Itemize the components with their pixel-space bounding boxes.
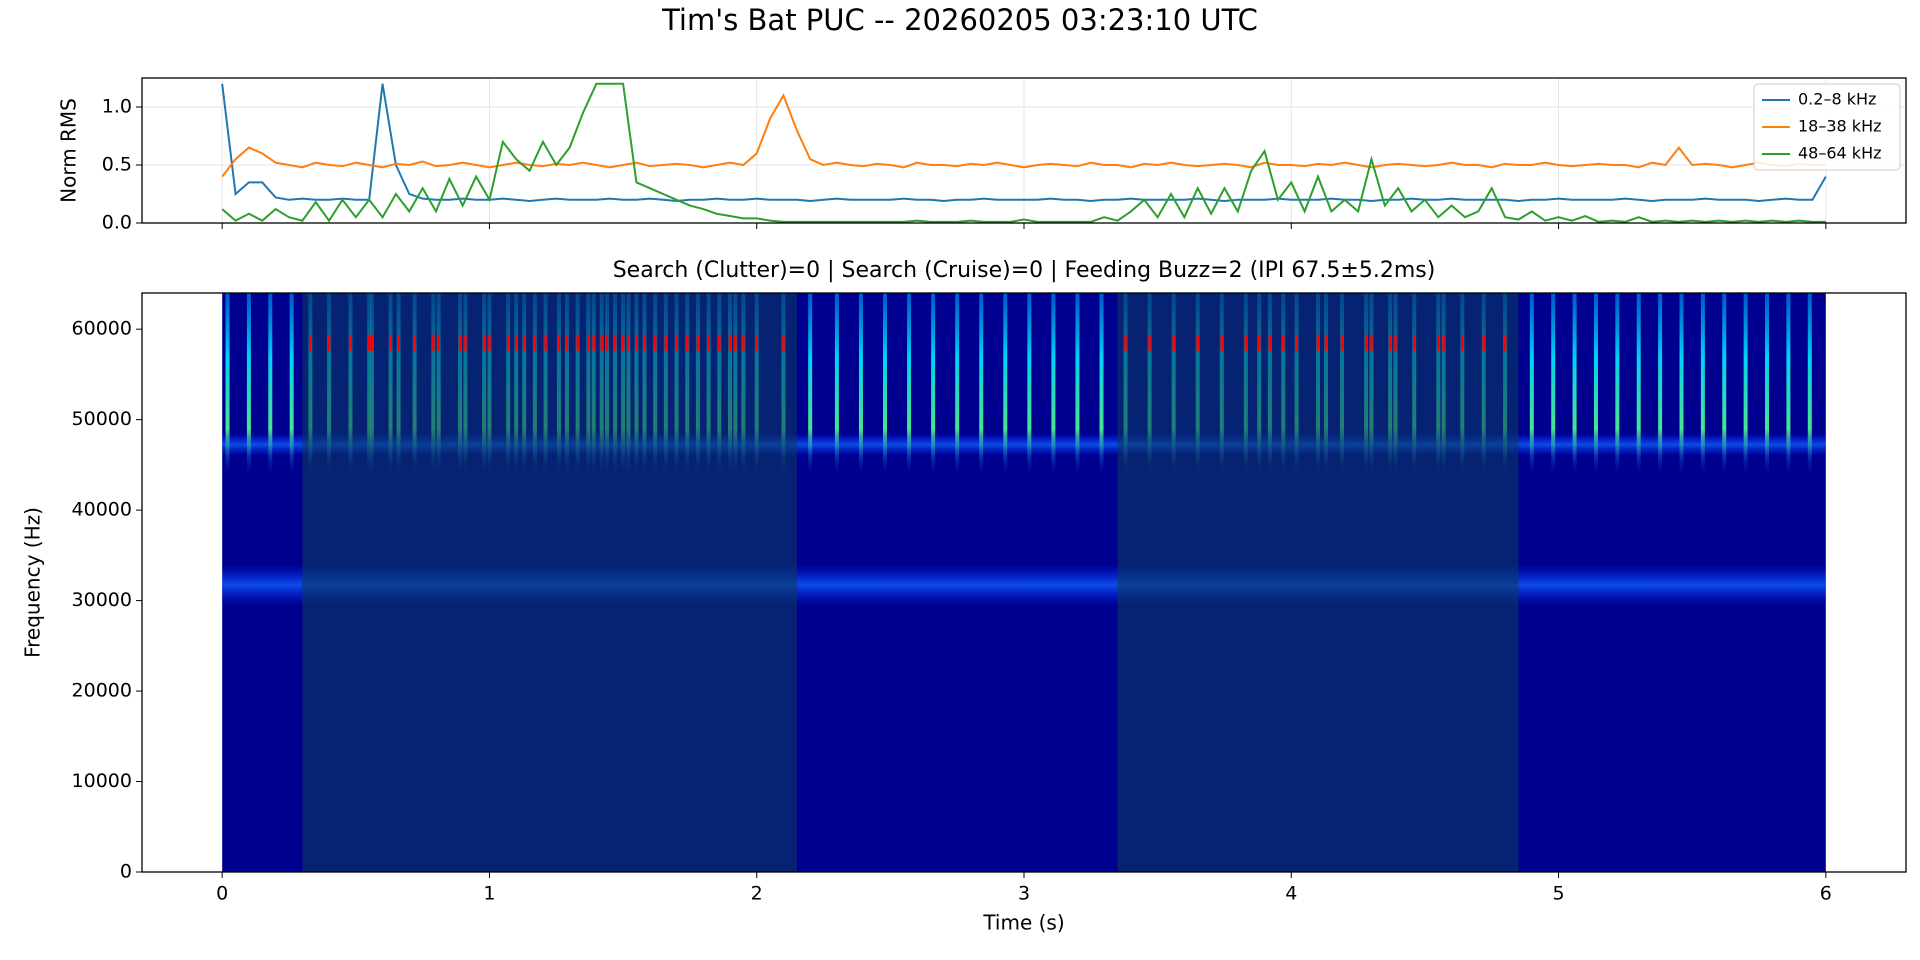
legend-label: 48–64 kHz (1798, 144, 1882, 163)
axes-frame (141, 292, 1907, 873)
y-tick-label: 10000 (72, 770, 132, 792)
pulse (1807, 293, 1812, 474)
legend-label: 0.2–8 kHz (1798, 90, 1876, 109)
y-tick-label: 1.0 (102, 96, 132, 118)
legend-box (1753, 83, 1901, 171)
pulse (1658, 293, 1663, 474)
buzz-region (1117, 293, 1519, 872)
y-axis-label: Frequency (Hz) (21, 507, 45, 658)
x-tick-label: 0 (216, 883, 228, 905)
y-tick-label: 60000 (72, 318, 132, 340)
x-axis-label: Time (s) (982, 911, 1064, 935)
pulse (808, 293, 813, 474)
pulse (1615, 293, 1620, 474)
pulse (1099, 293, 1104, 474)
series-line (221, 82, 1826, 223)
pulse (834, 293, 839, 474)
pulse (979, 293, 984, 474)
x-tick-label: 3 (1018, 883, 1030, 905)
pulse (1075, 293, 1080, 474)
axes-frame (141, 77, 1907, 224)
y-tick-label: 0.5 (102, 154, 132, 176)
pulse (1722, 293, 1727, 474)
y-axis-label: Norm RMS (57, 98, 81, 203)
y-tick-label: 30000 (72, 589, 132, 611)
axes-title: Search (Clutter)=0 | Search (Cruise)=0 |… (613, 258, 1436, 283)
buzz-region (302, 293, 797, 872)
pulse (246, 293, 251, 474)
y-tick-label: 20000 (72, 680, 132, 702)
pulse (1679, 293, 1684, 474)
pulse (858, 293, 863, 474)
x-tick-label: 5 (1552, 883, 1564, 905)
pulse (1700, 293, 1705, 474)
y-tick-label: 40000 (72, 499, 132, 521)
pulse (289, 293, 294, 474)
series-line (221, 93, 1826, 178)
pulse (1027, 293, 1032, 474)
y-tick-label: 0.0 (102, 212, 132, 234)
y-tick-label: 50000 (72, 408, 132, 430)
x-tick-label: 4 (1285, 883, 1297, 905)
pulse (1572, 293, 1577, 474)
pulse (1593, 293, 1598, 474)
figure-title: Tim's Bat PUC -- 20260205 03:23:10 UTC (661, 3, 1258, 37)
x-tick-label: 2 (751, 883, 763, 905)
pulse (225, 293, 230, 474)
pulse (1003, 293, 1008, 474)
legend-label: 18–38 kHz (1798, 117, 1882, 136)
pulse (1765, 293, 1770, 474)
pulse (883, 293, 888, 474)
pulse (931, 293, 936, 474)
pulse (1529, 293, 1534, 474)
pulse (1551, 293, 1556, 474)
x-tick-label: 6 (1820, 883, 1832, 905)
pulse (1743, 293, 1748, 474)
pulse (1051, 293, 1056, 474)
pulse (907, 293, 912, 474)
y-tick-label: 0 (120, 861, 132, 883)
x-tick-label: 1 (483, 883, 495, 905)
pulse (1636, 293, 1641, 474)
pulse (268, 293, 273, 474)
pulse (1786, 293, 1791, 474)
pulse (955, 293, 960, 474)
